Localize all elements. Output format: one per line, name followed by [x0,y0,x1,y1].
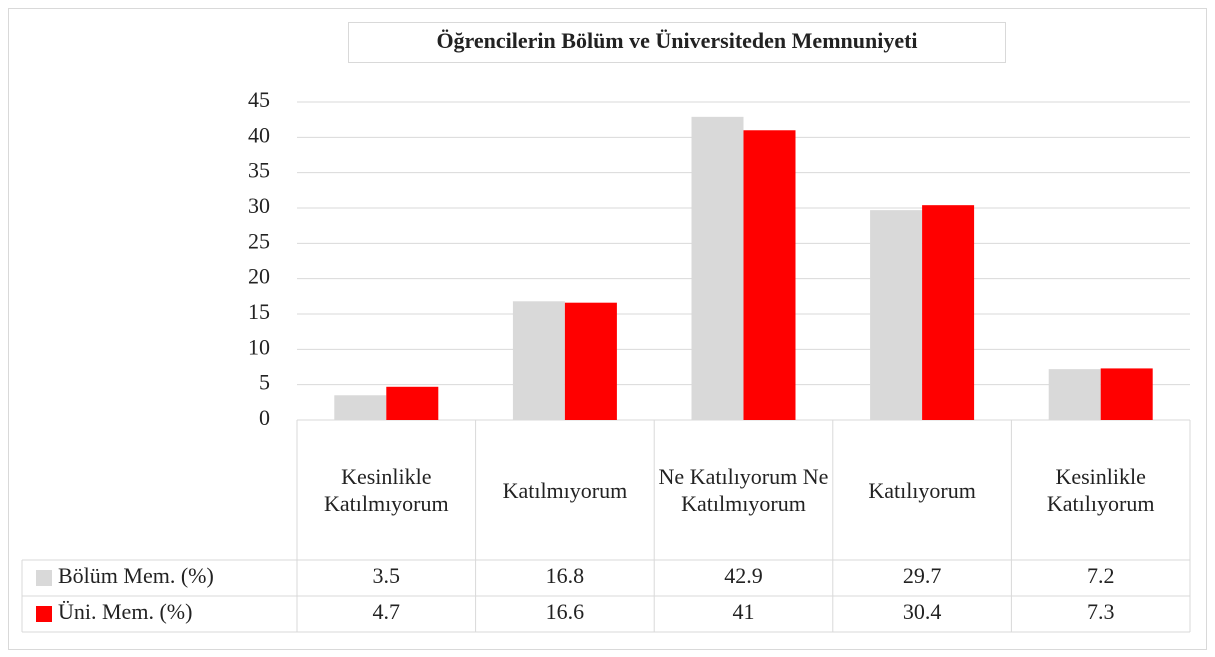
table-value: 30.4 [903,599,942,624]
chart-title: Öğrencilerin Bölüm ve Üniversiteden Memn… [436,28,917,53]
table-value: 42.9 [724,563,763,588]
legend-key [36,606,52,622]
table-value: 16.6 [546,599,585,624]
y-tick-label: 40 [248,122,270,147]
table-value: 29.7 [903,563,942,588]
x-tick-label: Kesinlikle Katılıyorum [1046,464,1155,516]
category-label: Ne Katılıyorum Ne Katılmıyorum [658,464,829,516]
legend-key [36,570,52,586]
bar [870,210,923,420]
table-value: 3.5 [373,563,401,588]
x-tick-label: Katılmıyorum [502,477,628,503]
bar [922,205,975,420]
bar [743,130,796,420]
bar [1048,369,1101,420]
y-tick-label: 35 [248,158,270,183]
table-value: 4.7 [373,599,401,624]
x-tick-label: Katılıyorum [868,477,976,503]
bar [334,395,387,420]
y-tick-label: 15 [248,299,270,324]
legend-label: Bölüm Mem. (%) [58,563,214,588]
table-value: 41 [733,599,755,624]
table-value: 7.3 [1087,599,1115,624]
y-tick-label: 25 [248,228,270,253]
y-tick-label: 30 [248,193,270,218]
table-value: 16.8 [546,563,585,588]
category-label: Katılıyorum [868,477,976,503]
x-tick-label: Kesinlikle Katılmıyorum [323,464,449,516]
category-label: Katılmıyorum [502,477,628,503]
bar [564,302,617,420]
y-tick-label: 0 [259,405,270,430]
y-tick-label: 20 [248,264,270,289]
bar [1100,368,1153,420]
bar [512,301,565,420]
title-box [348,22,1006,63]
category-label: Kesinlikle Katılıyorum [1046,464,1155,516]
legend-label: Üni. Mem. (%) [58,599,192,624]
bar [691,116,744,420]
y-tick-label: 5 [259,370,270,395]
y-tick-label: 10 [248,334,270,359]
bar [386,386,439,420]
x-tick-label: Ne Katılıyorum Ne Katılmıyorum [658,464,829,516]
category-label: Kesinlikle Katılmıyorum [323,464,449,516]
table-value: 7.2 [1087,563,1115,588]
y-tick-label: 45 [248,87,270,112]
